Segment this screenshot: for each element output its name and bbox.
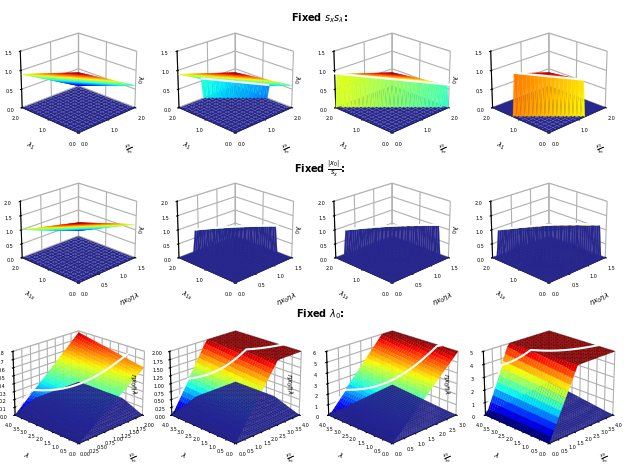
Text: Fixed $\frac{|x_0|}{s_x}$:: Fixed $\frac{|x_0|}{s_x}$: bbox=[294, 158, 346, 178]
Text: Fixed $\lambda_0$:: Fixed $\lambda_0$: bbox=[296, 308, 344, 322]
X-axis label: $\eta x_0 \eta\lambda$: $\eta x_0 \eta\lambda$ bbox=[431, 290, 455, 308]
X-axis label: $\frac{x_0}{s_x}$: $\frac{x_0}{s_x}$ bbox=[284, 451, 297, 466]
X-axis label: $\frac{x_0}{s_x}$: $\frac{x_0}{s_x}$ bbox=[598, 451, 611, 466]
Y-axis label: $\lambda_1$: $\lambda_1$ bbox=[337, 139, 349, 152]
Y-axis label: $\lambda_1$: $\lambda_1$ bbox=[494, 139, 506, 152]
X-axis label: $\frac{x_0}{s_x}$: $\frac{x_0}{s_x}$ bbox=[437, 142, 449, 157]
Y-axis label: $\lambda_{1s}$: $\lambda_{1s}$ bbox=[22, 289, 38, 303]
X-axis label: $\eta x_0 \eta\lambda$: $\eta x_0 \eta\lambda$ bbox=[275, 290, 298, 308]
X-axis label: $\eta x_0 \eta\lambda$: $\eta x_0 \eta\lambda$ bbox=[118, 290, 141, 308]
Y-axis label: $\lambda_1$: $\lambda_1$ bbox=[24, 139, 36, 152]
X-axis label: $\frac{x_0}{s_x}$: $\frac{x_0}{s_x}$ bbox=[441, 451, 454, 466]
X-axis label: $\frac{x_0}{s_x}$: $\frac{x_0}{s_x}$ bbox=[594, 142, 606, 157]
Y-axis label: $\lambda_1$: $\lambda_1$ bbox=[180, 139, 193, 152]
Y-axis label: $\lambda$: $\lambda$ bbox=[492, 450, 501, 460]
Y-axis label: $\lambda_{1s}$: $\lambda_{1s}$ bbox=[179, 289, 195, 303]
Text: Fixed $s_x s_{\lambda}$:: Fixed $s_x s_{\lambda}$: bbox=[291, 12, 349, 26]
X-axis label: $\frac{x_0}{s_x}$: $\frac{x_0}{s_x}$ bbox=[280, 142, 292, 157]
Y-axis label: $\lambda_{1s}$: $\lambda_{1s}$ bbox=[493, 289, 508, 303]
Y-axis label: $\lambda_{1s}$: $\lambda_{1s}$ bbox=[336, 289, 351, 303]
Y-axis label: $\lambda$: $\lambda$ bbox=[335, 450, 344, 460]
X-axis label: $\frac{x_0}{s_x}$: $\frac{x_0}{s_x}$ bbox=[124, 142, 136, 157]
Y-axis label: $\lambda$: $\lambda$ bbox=[22, 450, 31, 460]
X-axis label: $\frac{x_0}{s_x}$: $\frac{x_0}{s_x}$ bbox=[127, 451, 140, 466]
Y-axis label: $\lambda$: $\lambda$ bbox=[179, 450, 188, 460]
X-axis label: $\eta x_0 \eta\lambda$: $\eta x_0 \eta\lambda$ bbox=[588, 290, 612, 308]
